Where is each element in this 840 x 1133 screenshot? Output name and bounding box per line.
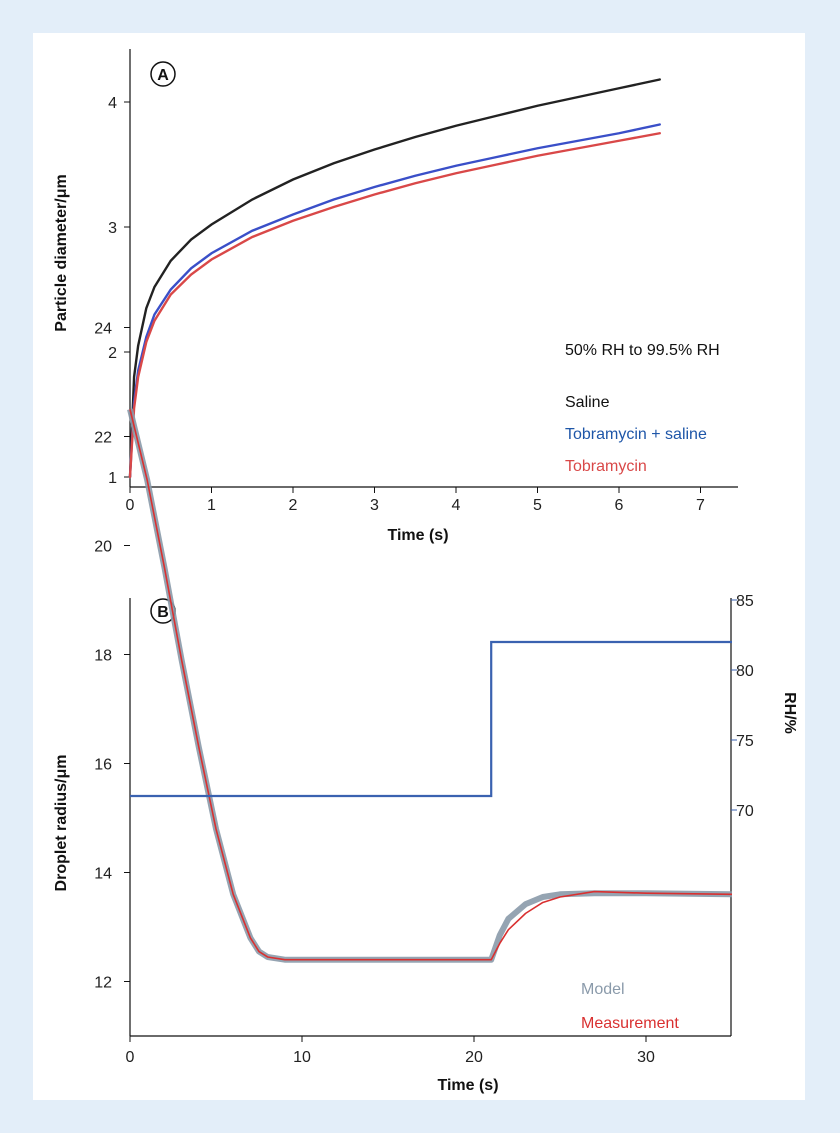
panel-b-y-tick-label: 16 bbox=[94, 757, 112, 774]
panel-b-x-tick-label: 30 bbox=[637, 1049, 655, 1066]
panel-b-x-tick-label: 10 bbox=[293, 1049, 311, 1066]
panel-a-x-tick-label: 6 bbox=[615, 497, 624, 514]
panel-b-y-tick-label: 22 bbox=[94, 430, 112, 447]
panel-a-annotation: 50% RH to 99.5% RH bbox=[565, 342, 720, 359]
panel-b-x-tick-label: 20 bbox=[465, 1049, 483, 1066]
panel-a-x-tick-label: 5 bbox=[533, 497, 542, 514]
panel-a-x-tick-label: 4 bbox=[452, 497, 461, 514]
panel-b-measurement-line bbox=[129, 409, 733, 961]
panel-b-legend-measurement: Measurement bbox=[581, 1015, 679, 1032]
panel-b-y-tick-label: 20 bbox=[94, 539, 112, 556]
panel-a-y-tick-label: 3 bbox=[108, 220, 117, 237]
panel-a-y-tick-label: 4 bbox=[108, 95, 117, 112]
panel-a-legend-entry-2: Tobramycin + saline bbox=[565, 426, 707, 443]
panel-a-y-tick-label: 2 bbox=[108, 345, 117, 362]
panel-a-x-tick-label: 0 bbox=[126, 497, 135, 514]
panel-a-legend-entry-1: Saline bbox=[565, 394, 610, 411]
panel-b-y2-tick-label: 70 bbox=[736, 803, 754, 820]
panel-b-y2-tick-label: 75 bbox=[736, 733, 754, 750]
figure-frame: 0 1 2 3 4 5 6 7 1 2 3 4 Time (s) Particle diameter/μm… bbox=[33, 33, 805, 1100]
panel-b-label: B bbox=[157, 604, 169, 621]
panel-a-x-tick-label: 3 bbox=[370, 497, 379, 514]
panel-a-x-axis-title: Time (s) bbox=[387, 527, 448, 544]
panel-b-y-tick-label: 14 bbox=[94, 866, 112, 883]
panel-b-y2-axis-title: RH/% bbox=[781, 692, 798, 734]
panel-a-label: A bbox=[157, 67, 169, 84]
panel-a-y-tick-label: 1 bbox=[108, 470, 117, 487]
panel-b-y-tick-label: 12 bbox=[94, 975, 112, 992]
panel-a-series-1-line bbox=[128, 78, 661, 479]
panel-b-x-axis-title: Time (s) bbox=[437, 1077, 498, 1094]
panel-b-y-axis-title: Droplet radius/μm bbox=[53, 755, 70, 892]
panel-b-y2-tick-label: 80 bbox=[736, 663, 754, 680]
panel-a-legend-entry-3: Tobramycin bbox=[565, 458, 647, 475]
panel-b-y-tick-label: 24 bbox=[94, 321, 112, 338]
panel-b-model-line bbox=[127, 408, 733, 963]
panel-a-x-tick-label: 2 bbox=[289, 497, 298, 514]
panel-b-y2-tick-label: 85 bbox=[736, 593, 754, 610]
panel-b-x-tick-label: 0 bbox=[126, 1049, 135, 1066]
panel-b-y-tick-label: 18 bbox=[94, 648, 112, 665]
panel-a-y-axis-title: Particle diameter/μm bbox=[53, 174, 70, 331]
panel-a-x-tick-label: 1 bbox=[207, 497, 216, 514]
panel-a-series-3-line bbox=[128, 132, 661, 479]
panel-a-series-2-line bbox=[128, 123, 661, 479]
panel-b-rh-line bbox=[130, 640, 732, 798]
panel-a-x-tick-label: 7 bbox=[696, 497, 705, 514]
panel-a-label-circle bbox=[150, 61, 176, 87]
panel-b-legend-model: Model bbox=[581, 981, 625, 998]
